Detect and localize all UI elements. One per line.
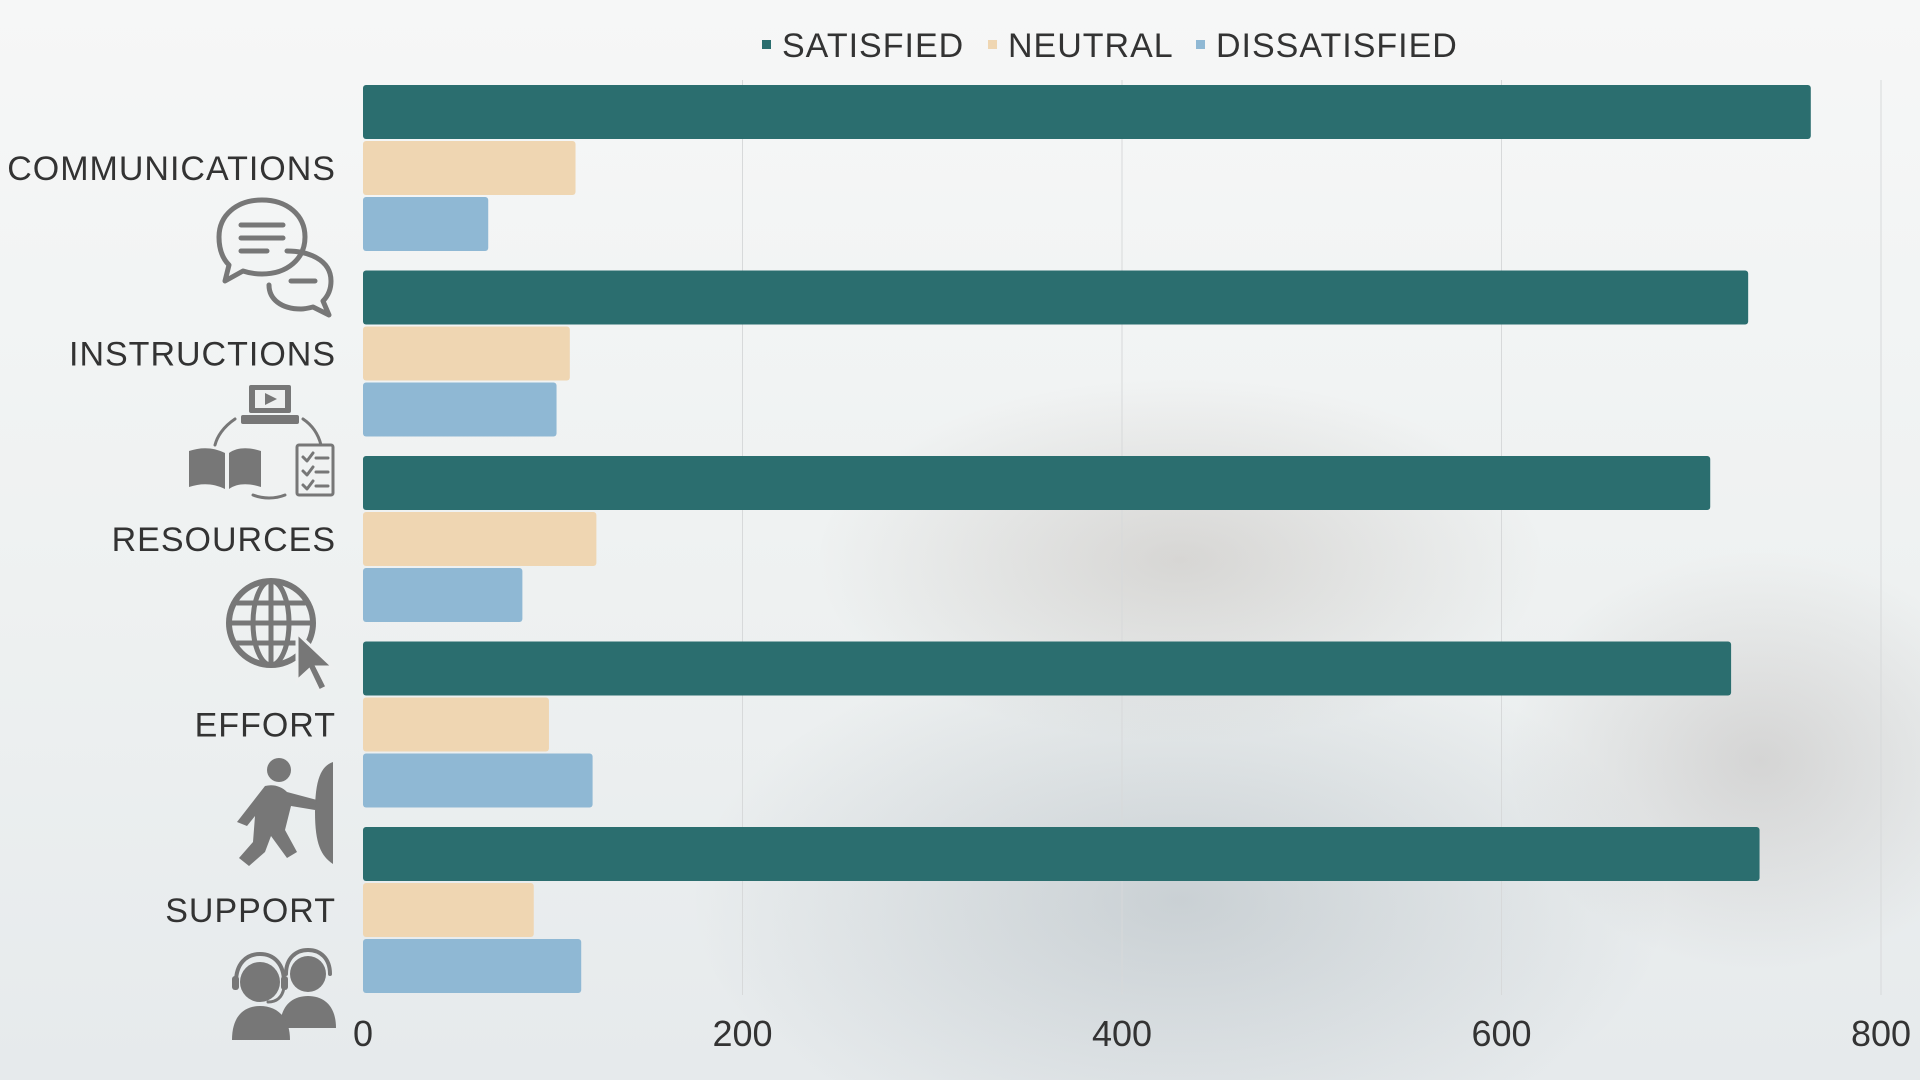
x-axis-ticks: 0 200 400 600 800 — [353, 1013, 1911, 1054]
category-label: INSTRUCTIONS — [69, 336, 336, 374]
bar-dissatisfied-effort — [363, 753, 593, 808]
category-label: SUPPORT — [165, 892, 336, 930]
bar-dissatisfied-communications — [363, 197, 489, 251]
bar-satisfied-support — [363, 827, 1760, 881]
legend-swatch-dissatisfied — [1196, 40, 1205, 49]
laptop-book-checklist-icon — [189, 385, 335, 500]
x-tick-label: 600 — [1471, 1013, 1531, 1054]
bars — [363, 85, 1811, 993]
legend-swatch-neutral — [988, 40, 997, 49]
bar-neutral-support — [363, 883, 534, 937]
bar-neutral-resources — [363, 512, 597, 566]
bar-neutral-instructions — [363, 326, 570, 381]
category-label: RESOURCES — [112, 521, 336, 559]
bar-satisfied-resources — [363, 456, 1711, 510]
category-label: EFFORT — [195, 707, 336, 745]
x-tick-label: 0 — [353, 1013, 373, 1054]
legend-label-satisfied: SATISFIED — [782, 27, 964, 65]
legend-label-neutral: NEUTRAL — [1008, 27, 1174, 65]
bar-satisfied-effort — [363, 641, 1732, 696]
x-tick-label: 400 — [1092, 1013, 1152, 1054]
chat-bubbles-icon — [216, 197, 334, 318]
bar-dissatisfied-resources — [363, 568, 523, 622]
legend-swatch-satisfied — [762, 40, 771, 49]
bar-dissatisfied-support — [363, 939, 582, 993]
person-pushing-icon — [237, 758, 333, 866]
headset-support-icon — [232, 948, 336, 1040]
category-label: COMMUNICATIONS — [7, 150, 336, 188]
bar-dissatisfied-instructions — [363, 382, 557, 437]
globe-cursor-icon — [226, 578, 337, 694]
x-tick-label: 200 — [712, 1013, 772, 1054]
legend: SATISFIED NEUTRAL DISSATISFIED — [762, 27, 1458, 65]
bar-neutral-communications — [363, 141, 576, 195]
legend-label-dissatisfied: DISSATISFIED — [1216, 27, 1458, 65]
x-tick-label: 800 — [1851, 1013, 1911, 1054]
bar-neutral-effort — [363, 697, 549, 752]
bar-satisfied-instructions — [363, 270, 1749, 325]
bar-satisfied-communications — [363, 85, 1811, 139]
category-labels: COMMUNICATIONS INSTRUCTIONS RESOURCES EFFOR… — [7, 150, 336, 930]
